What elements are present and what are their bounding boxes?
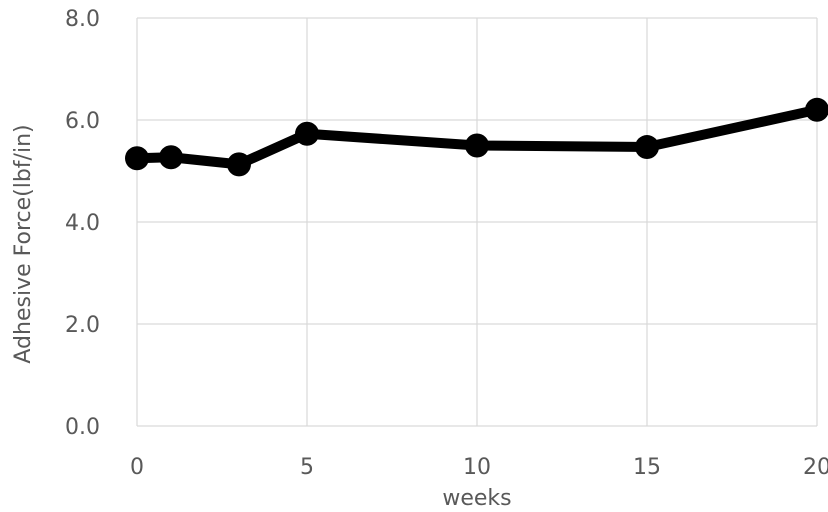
series-group (125, 97, 828, 177)
data-point (805, 97, 828, 122)
tick-labels: 0.0 2.0 4.0 6.0 8.0 0 5 10 15 20 (65, 7, 828, 480)
x-tick-label: 15 (633, 455, 661, 480)
x-tick-label: 5 (300, 455, 314, 480)
y-tick-label: 4.0 (65, 211, 100, 236)
x-tick-label: 20 (803, 455, 828, 480)
grid (136, 17, 818, 427)
y-tick-label: 6.0 (65, 109, 100, 134)
x-tick-label: 0 (130, 455, 144, 480)
data-point (159, 145, 183, 170)
data-point (227, 152, 251, 177)
y-axis-title: Adhesive Force(lbf/in) (11, 124, 36, 363)
data-point (295, 121, 319, 146)
data-point (635, 135, 659, 160)
y-tick-label: 0.0 (65, 415, 100, 440)
x-axis-title: weeks (442, 486, 511, 511)
x-tick-label: 10 (463, 455, 491, 480)
data-point (125, 146, 149, 171)
data-point (465, 133, 489, 158)
y-tick-label: 2.0 (65, 313, 100, 338)
y-tick-label: 8.0 (65, 7, 100, 32)
